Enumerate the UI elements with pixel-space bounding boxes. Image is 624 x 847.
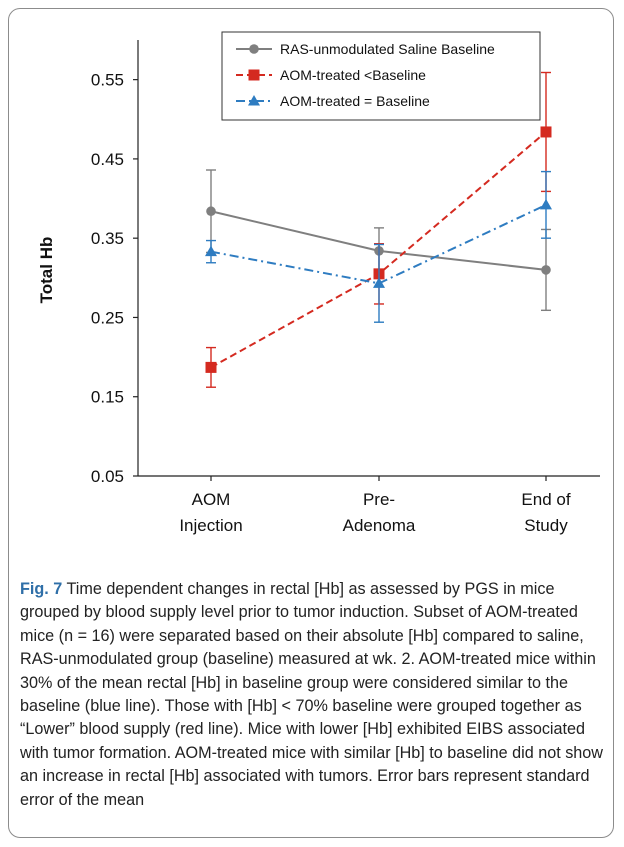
- x-tick-label: End of: [521, 490, 570, 509]
- x-tick-label: Study: [524, 516, 568, 535]
- caption-text: Time dependent changes in rectal [Hb] as…: [20, 580, 603, 809]
- y-tick-label: 0.15: [91, 388, 124, 407]
- legend-marker: [248, 95, 260, 106]
- y-tick-label: 0.55: [91, 71, 124, 90]
- figure-caption: Fig. 7 Time dependent changes in rectal …: [20, 578, 605, 812]
- line-chart: 0.05 0.15 0.25 0.35 0.45 0.55 AOM Injection Pre-…: [37, 31, 600, 535]
- data-point: [373, 277, 385, 288]
- data-point: [541, 265, 551, 275]
- y-tick-label: 0.05: [91, 467, 124, 486]
- data-point: [540, 198, 552, 210]
- data-point: [205, 361, 217, 373]
- y-tick-label: 0.45: [91, 150, 124, 169]
- data-point: [206, 206, 216, 217]
- series-line: [210, 203, 547, 285]
- x-tick-label: Pre-: [363, 490, 395, 509]
- legend-label: AOM-treated = Baseline: [280, 93, 430, 109]
- figure-label: Fig. 7: [20, 580, 63, 598]
- legend-marker: [248, 69, 260, 81]
- x-tick-label: Injection: [179, 516, 242, 535]
- legend-label: RAS-unmodulated Saline Baseline: [280, 41, 495, 57]
- y-tick-label: 0.35: [91, 229, 124, 248]
- legend-box: [221, 31, 541, 121]
- y-tick-label: 0.25: [91, 308, 124, 327]
- data-point: [540, 126, 552, 138]
- data-point: [205, 245, 217, 257]
- figure-frame: [8, 8, 614, 838]
- legend-label: AOM-treated <Baseline: [280, 67, 426, 83]
- legend-marker: [249, 44, 259, 54]
- x-tick-label: Adenoma: [343, 516, 416, 535]
- x-tick-label: AOM: [192, 490, 231, 509]
- y-axis-label: Total Hb: [37, 237, 56, 304]
